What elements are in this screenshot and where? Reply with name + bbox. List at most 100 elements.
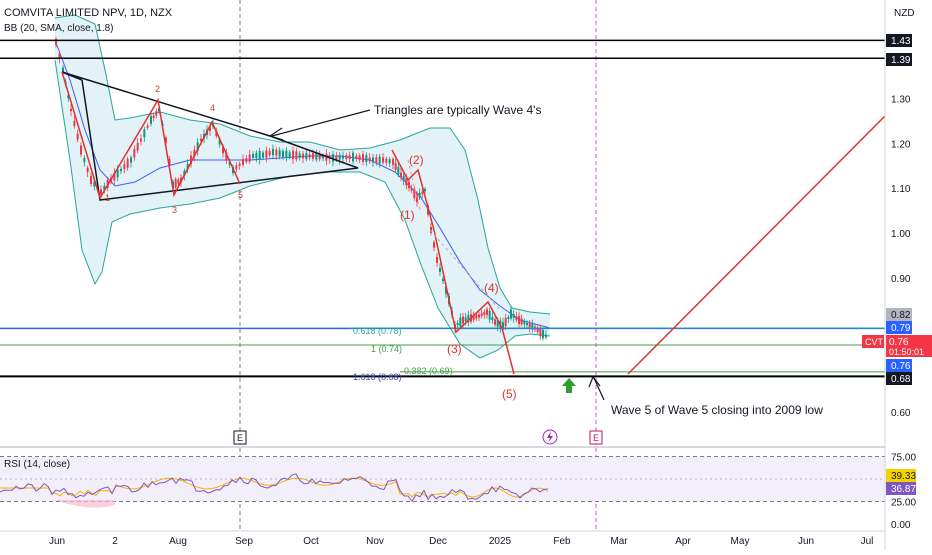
y-tick-label-3: 0.90 — [891, 274, 911, 285]
candle-body — [268, 150, 271, 156]
wave-label-3: 3 — [172, 205, 177, 215]
candle-body — [315, 153, 318, 160]
earnings-marker-sep[interactable]: E — [233, 430, 247, 445]
candle-body — [325, 153, 328, 161]
rsi-ma-badge: 36.87 — [886, 482, 916, 495]
candle-body — [372, 157, 374, 163]
price-label-079-text: 0.79 — [891, 323, 911, 334]
candle-body — [238, 163, 241, 166]
candle-body — [462, 316, 464, 324]
candle-body — [392, 159, 394, 165]
candle-body — [394, 162, 397, 170]
candle-body — [225, 152, 228, 161]
price-label-079: 0.79 — [886, 321, 912, 334]
ticker-badge-bg — [862, 335, 884, 348]
candle-body — [416, 193, 418, 203]
candle-body — [288, 152, 291, 158]
candle-body — [433, 242, 435, 248]
y-tick-label-7: 1.30 — [891, 95, 911, 106]
wave5-annotation: Wave 5 of Wave 5 closing into 2009 low — [611, 403, 823, 417]
earnings-marker-feb-box[interactable] — [589, 430, 603, 445]
candle-body — [502, 322, 504, 330]
price-label-076: 0.76 — [886, 359, 912, 372]
candle-body — [345, 155, 348, 159]
candle-body — [130, 157, 132, 163]
candle-body — [272, 148, 274, 156]
candle-body — [512, 314, 515, 318]
y-tick-label-6: 1.20 — [891, 139, 911, 150]
candle-body — [413, 189, 416, 199]
wave5-annotation-arrow — [593, 377, 605, 401]
candle-body — [222, 146, 224, 154]
candle-body — [62, 67, 64, 73]
candle-body — [478, 314, 480, 318]
candle-body — [494, 319, 496, 325]
candle-body — [488, 310, 491, 320]
y-tick-label-4: 1.00 — [891, 229, 911, 240]
fib-label-0618: 0.618 (0.78) — [353, 326, 402, 336]
candle-body — [298, 153, 301, 158]
candle-body — [302, 153, 304, 159]
candle-body — [375, 157, 378, 163]
candle-body — [365, 155, 368, 163]
candle-body — [245, 158, 248, 162]
currency-label[interactable]: NZD — [894, 8, 915, 19]
price-label-082-text: 0.82 — [891, 310, 911, 321]
candle-body — [292, 150, 294, 160]
candle-body — [504, 317, 507, 327]
fib-label-1: 1 (0.74) — [371, 344, 402, 354]
earnings-marker-sep-box[interactable] — [233, 430, 247, 445]
candle-body — [295, 151, 298, 160]
candle-body — [378, 156, 381, 164]
rsi-band-fill — [0, 456, 885, 502]
wave-label-5: 5 — [238, 190, 243, 200]
candle-body — [285, 150, 288, 158]
chart-symbol-title[interactable]: COMVITA LIMITED NPV, 1D, NZX — [4, 7, 173, 19]
x-tick-label-1: 2 — [112, 536, 118, 547]
candle-body — [439, 267, 441, 273]
candle-body — [308, 154, 311, 158]
earnings-marker-feb[interactable]: E — [589, 430, 603, 445]
wave-label-paren-3: (3) — [447, 342, 462, 356]
y-tick-label-5: 1.10 — [891, 184, 911, 195]
fib-label-1618: 1.618 (0.68) — [353, 372, 402, 382]
rsi-indicator-label[interactable]: RSI (14, close) — [4, 459, 70, 470]
candle-body — [332, 154, 334, 162]
candle-body — [410, 188, 413, 191]
candle-body — [312, 153, 314, 159]
candle-body — [397, 166, 400, 175]
x-tick-label-11: May — [731, 536, 750, 547]
x-tick-label-8: Feb — [553, 536, 571, 547]
candle-body — [174, 179, 177, 188]
candle-body — [70, 108, 72, 112]
dividend-lightning-icon[interactable] — [542, 429, 558, 445]
candle-body — [486, 309, 488, 315]
candle-body — [402, 175, 405, 181]
rsi-ma-text: 36.87 — [891, 484, 916, 495]
wave-label-paren-2: (2) — [409, 153, 424, 167]
x-tick-label-12: Jun — [798, 536, 814, 547]
bollinger-indicator-label[interactable]: BB (20, SMA, close, 1.8) — [4, 23, 114, 34]
candle-body — [352, 152, 354, 162]
candle-body — [143, 129, 146, 138]
candle-body — [235, 165, 238, 170]
candle-body — [80, 145, 82, 155]
candle-body — [510, 309, 512, 319]
candle-body — [408, 181, 410, 189]
candle-body — [86, 167, 89, 173]
last-price-bg — [886, 335, 932, 357]
candle-body — [523, 321, 526, 325]
candle-body — [480, 313, 483, 317]
candle-body — [248, 154, 251, 162]
bollinger-upper-line — [54, 14, 551, 315]
candle-body — [265, 150, 268, 158]
candle-body — [483, 311, 486, 315]
wave-primary-path — [61, 71, 241, 200]
rsi-value-text: 39.33 — [891, 471, 916, 482]
candle-body — [515, 316, 518, 320]
candle-body — [518, 316, 520, 324]
candle-body — [200, 138, 202, 142]
candle-body — [165, 137, 167, 143]
